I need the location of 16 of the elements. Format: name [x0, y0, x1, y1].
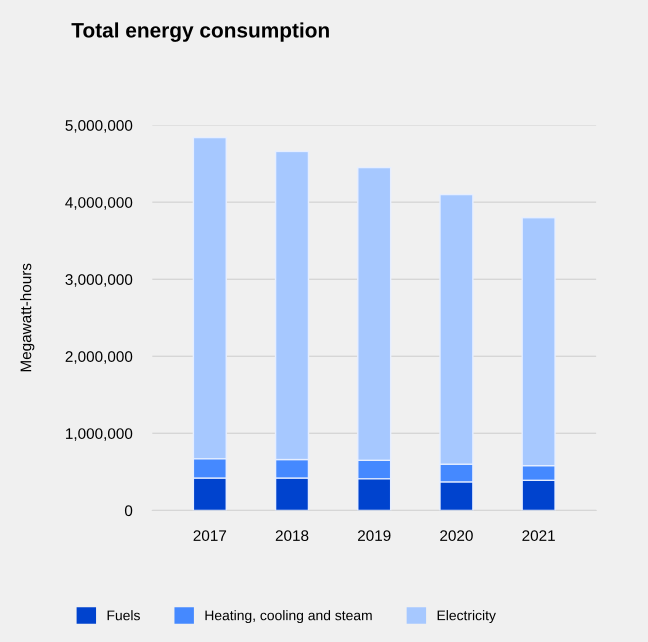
y-tick-label: 2,000,000: [66, 351, 132, 364]
x-tick-label: 2021: [522, 530, 555, 542]
y-tick-label: 3,000,000: [65, 274, 132, 287]
y-tick-label: 1,000,000: [66, 428, 132, 441]
x-tick-label: 2017: [194, 530, 226, 542]
legend-label: Heating, cooling and steam: [205, 610, 372, 624]
y-tick-label: 0: [124, 505, 132, 516]
x-tick-label: 2019: [358, 530, 390, 542]
y-tick-label: 5,000,000: [65, 120, 132, 133]
chart-title: Total energy consumption: [72, 22, 329, 42]
y-axis-title: Megawatt-hours: [20, 264, 34, 372]
x-tick-label: 2020: [440, 530, 473, 542]
y-tick-label: 4,000,000: [65, 197, 132, 210]
legend-label: Fuels: [108, 610, 140, 620]
legend-label: Electricity: [438, 610, 496, 624]
x-tick-label: 2018: [276, 530, 308, 542]
